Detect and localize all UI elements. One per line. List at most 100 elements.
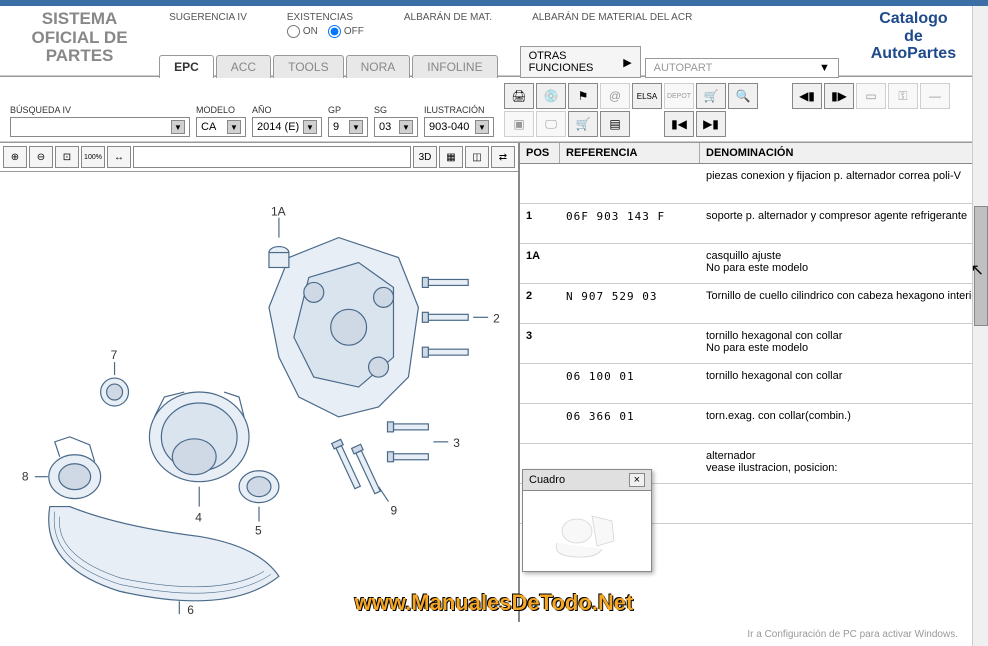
col-ref[interactable]: REFERENCIA [560, 143, 700, 163]
table-header: POS REFERENCIA DENOMINACIÓN [520, 143, 988, 164]
autopart-dropdown[interactable]: AUTOPART▼ [645, 58, 839, 78]
table-row[interactable]: 3tornillo hexagonal con collarNo para es… [520, 324, 988, 364]
window-scrollbar[interactable] [972, 6, 988, 646]
chevron-down-icon: ▼ [399, 120, 413, 134]
logo-right-l3: AutoPartes [849, 45, 978, 63]
table-row[interactable]: 1Acasquillo ajusteNo para este modelo [520, 244, 988, 284]
line-icon[interactable]: — [920, 83, 950, 109]
col-den[interactable]: DENOMINACIÓN [700, 143, 988, 163]
cell-den: alternador vease ilustracion, posicion: [700, 450, 988, 477]
table-row[interactable]: 106F 903 143 Fsoporte p. alternador y co… [520, 204, 988, 244]
zoom-toolbar: ⊕ ⊖ ⊡ 100% ↔ 3D ▦ ◫ ⇄ [0, 143, 518, 172]
cell-den [700, 490, 988, 517]
cuadro-title: Cuadro [529, 474, 565, 486]
busqueda-select[interactable]: ▼ [10, 117, 190, 137]
cell-den: piezas conexion y fijacion p. alternador… [700, 170, 988, 197]
callout-6: 6 [187, 603, 194, 617]
window-icon[interactable]: ▣ [504, 111, 534, 137]
table-row[interactable]: 06 100 01tornillo hexagonal con collar [520, 364, 988, 404]
logo-right-l1: Catalogo [849, 10, 978, 28]
busqueda-label: BÚSQUEDA IV [10, 105, 190, 115]
zoom-search-input[interactable] [133, 146, 411, 168]
chevron-right-icon: ▶ [623, 56, 631, 69]
callout-4: 4 [195, 511, 202, 525]
3d-button[interactable]: 3D [413, 146, 437, 168]
parts-table-pane: POS REFERENCIA DENOMINACIÓN piezas conex… [520, 143, 988, 622]
otras-funciones-dropdown[interactable]: OTRAS FUNCIONES▶ [520, 46, 641, 78]
callout-8: 8 [22, 470, 29, 484]
logo-right-l2: de [849, 28, 978, 46]
cell-den: tornillo hexagonal con collarNo para est… [700, 330, 988, 357]
monitor-icon[interactable]: 🖵 [536, 111, 566, 137]
chevron-down-icon: ▼ [227, 120, 241, 134]
list-icon[interactable]: ▤ [600, 111, 630, 137]
chevron-down-icon: ▼ [349, 120, 363, 134]
ano-select[interactable]: 2014 (E)▼ [252, 117, 322, 137]
at-icon[interactable]: @ [600, 83, 630, 109]
table-row[interactable]: 2N 907 529 03Tornillo de cuello cilindri… [520, 284, 988, 324]
cell-ref [560, 250, 700, 277]
col-pos[interactable]: POS [520, 143, 560, 163]
first-icon[interactable]: ▮◀ [664, 111, 694, 137]
cart-icon[interactable]: 🛒 [696, 83, 726, 109]
cell-ref: N 907 529 03 [560, 290, 700, 317]
split-icon[interactable]: ◫ [465, 146, 489, 168]
gp-select[interactable]: 9▼ [328, 117, 368, 137]
watermark: www.ManualesDeTodo.Net [355, 590, 634, 616]
toolbar-icons: 🖨 💿 ⚑ @ ELSA DEPOT 🛒 🔍 ◀▮ ▮▶ ▭ ⚿ — ▣ 🖵 🛒… [504, 83, 964, 137]
header: SISTEMA OFICIAL DE PARTES SUGERENCIA IV … [0, 6, 988, 76]
callout-9: 9 [390, 504, 397, 518]
cuadro-thumbnail[interactable] [523, 491, 651, 571]
cart2-icon[interactable]: 🛒 [568, 111, 598, 137]
zoom-out-icon[interactable]: ⊖ [29, 146, 53, 168]
search-icon[interactable]: 🔍 [728, 83, 758, 109]
parts-diagram[interactable]: 1A 2 3 4 5 6 7 8 9 [0, 172, 518, 622]
grid-icon[interactable]: ▦ [439, 146, 463, 168]
tab-infoline[interactable]: INFOLINE [412, 55, 497, 78]
chevron-down-icon: ▼ [171, 120, 185, 134]
last-icon[interactable]: ▶▮ [696, 111, 726, 137]
close-icon[interactable]: × [629, 473, 645, 487]
radio-on[interactable]: ON [287, 25, 318, 38]
tab-epc[interactable]: EPC [159, 55, 214, 78]
tab-tools[interactable]: TOOLS [273, 55, 343, 78]
zoom-fit-icon[interactable]: ↔ [107, 146, 131, 168]
cell-ref: 06 100 01 [560, 370, 700, 397]
page-prev-icon[interactable]: ◀▮ [792, 83, 822, 109]
sg-select[interactable]: 03▼ [374, 117, 418, 137]
ilustracion-label: ILUSTRACIÓN [424, 105, 494, 115]
cell-pos: 1 [520, 210, 560, 237]
zoom-region-icon[interactable]: ⊡ [55, 146, 79, 168]
elsa-icon[interactable]: ELSA [632, 83, 662, 109]
modelo-select[interactable]: CA▼ [196, 117, 246, 137]
cell-ref: 06F 903 143 F [560, 210, 700, 237]
zoom-in-icon[interactable]: ⊕ [3, 146, 27, 168]
mouse-cursor: ↖ [971, 260, 984, 280]
albaran-acr-label: ALBARÁN DE MATERIAL DEL ACR [532, 12, 692, 38]
table-row[interactable]: piezas conexion y fijacion p. alternador… [520, 164, 988, 204]
tab-nora[interactable]: NORA [346, 55, 411, 78]
search-row: BÚSQUEDA IV ▼ MODELO CA▼ AÑO 2014 (E)▼ G… [0, 76, 988, 142]
table-row[interactable]: 06 366 01torn.exag. con collar(combin.) [520, 404, 988, 444]
chevron-down-icon: ▼ [819, 62, 830, 74]
tab-acc[interactable]: ACC [216, 55, 271, 78]
ilustracion-select[interactable]: 903-040▼ [424, 117, 494, 137]
cuadro-popup[interactable]: Cuadro × [522, 469, 652, 572]
existencias-label: EXISTENCIAS [287, 12, 364, 23]
flag-icon[interactable]: ⚑ [568, 83, 598, 109]
page-next-icon[interactable]: ▮▶ [824, 83, 854, 109]
radio-off[interactable]: OFF [328, 25, 364, 38]
zoom-100-icon[interactable]: 100% [81, 146, 105, 168]
expand-icon[interactable]: ⇄ [491, 146, 515, 168]
cell-den: casquillo ajusteNo para este modelo [700, 250, 988, 277]
print-icon[interactable]: 🖨 [504, 83, 534, 109]
gp-label: GP [328, 105, 368, 115]
cell-pos [520, 370, 560, 397]
key-icon[interactable]: ⚿ [888, 83, 918, 109]
logo-right: Catalogo de AutoPartes [849, 10, 978, 63]
cell-den: torn.exag. con collar(combin.) [700, 410, 988, 437]
doc-icon[interactable]: ▭ [856, 83, 886, 109]
depot-icon[interactable]: DEPOT [664, 83, 694, 109]
logo-left-l2: OFICIAL DE [10, 29, 149, 48]
disc-icon[interactable]: 💿 [536, 83, 566, 109]
